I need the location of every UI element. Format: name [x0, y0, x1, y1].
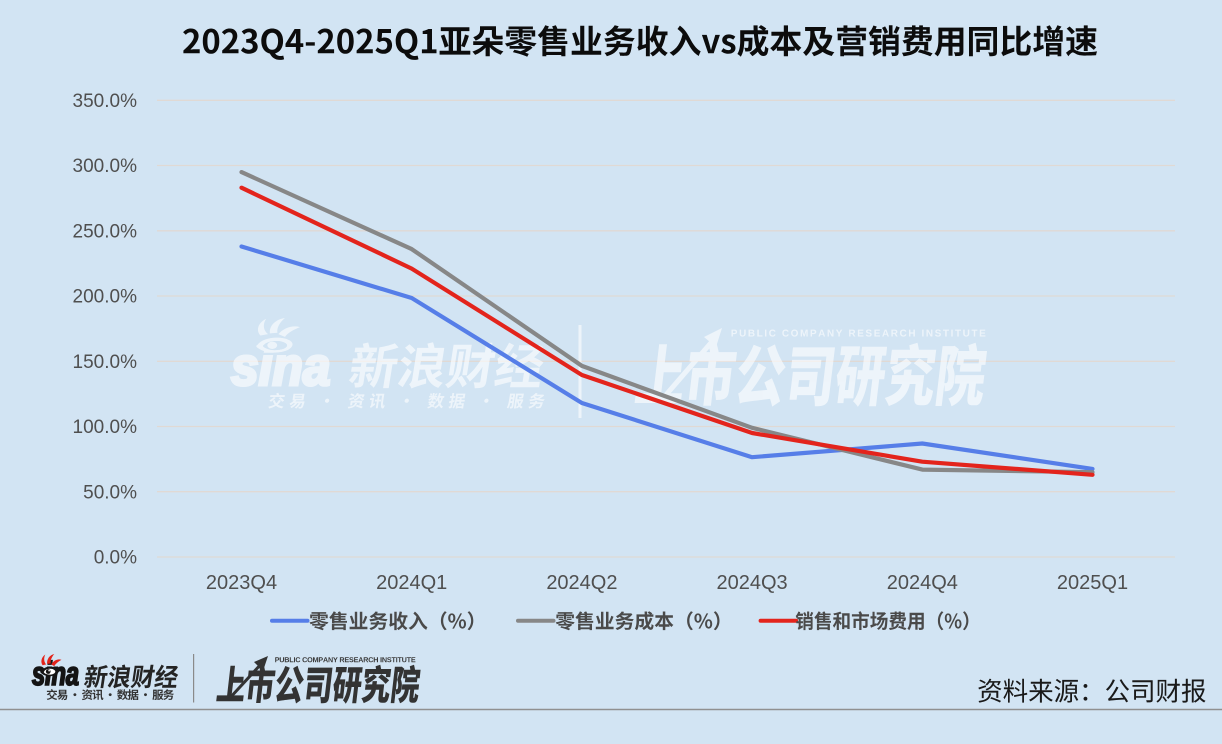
svg-text:50.0%: 50.0%	[83, 482, 137, 503]
svg-text:150.0%: 150.0%	[73, 352, 138, 373]
svg-text:2024Q3: 2024Q3	[717, 572, 788, 594]
svg-text:2024Q2: 2024Q2	[546, 572, 617, 594]
svg-text:300.0%: 300.0%	[73, 156, 138, 177]
svg-text:2025Q1: 2025Q1	[1057, 572, 1128, 594]
svg-text:100.0%: 100.0%	[73, 417, 138, 438]
svg-text:2024Q4: 2024Q4	[887, 572, 958, 594]
svg-text:350.0%: 350.0%	[73, 91, 138, 112]
svg-text:200.0%: 200.0%	[73, 287, 138, 308]
svg-text:2023Q4: 2023Q4	[206, 572, 277, 594]
svg-text:2024Q1: 2024Q1	[376, 572, 447, 594]
svg-text:0.0%: 0.0%	[94, 548, 137, 569]
svg-text:250.0%: 250.0%	[73, 221, 138, 242]
